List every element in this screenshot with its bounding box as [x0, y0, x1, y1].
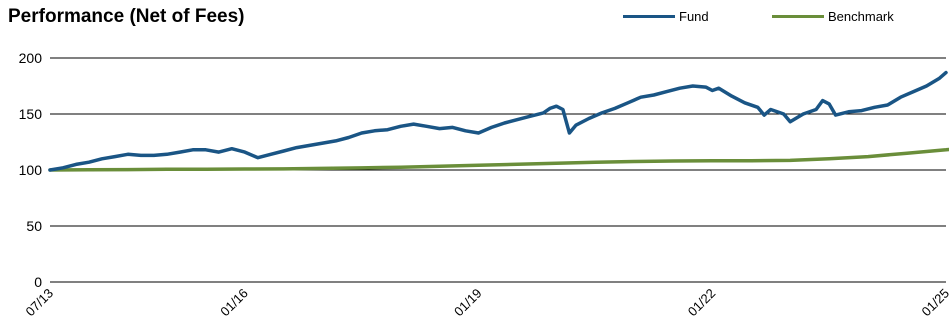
legend-label-benchmark: Benchmark	[828, 9, 894, 24]
x-tick-label: 01/22	[685, 286, 719, 320]
y-tick-label: 0	[34, 274, 42, 290]
legend-item-benchmark: Benchmark	[772, 9, 894, 24]
series-line-benchmark	[48, 147, 949, 172]
y-tick-label: 100	[19, 162, 43, 178]
x-tick-label: 07/13	[23, 286, 57, 320]
legend-swatch-benchmark	[772, 15, 824, 18]
x-tick-label: 01/25	[919, 286, 949, 320]
x-tick-label: 01/19	[451, 286, 485, 320]
chart-title: Performance (Net of Fees)	[8, 6, 245, 27]
series-line-fund	[48, 70, 948, 172]
y-tick-label: 200	[19, 50, 43, 66]
legend-label-fund: Fund	[679, 9, 709, 24]
legend-swatch-fund	[623, 15, 675, 18]
y-tick-label: 150	[19, 106, 43, 122]
legend-item-fund: Fund	[623, 9, 709, 24]
x-tick-label: 01/16	[217, 286, 251, 320]
y-tick-label: 50	[26, 218, 42, 234]
